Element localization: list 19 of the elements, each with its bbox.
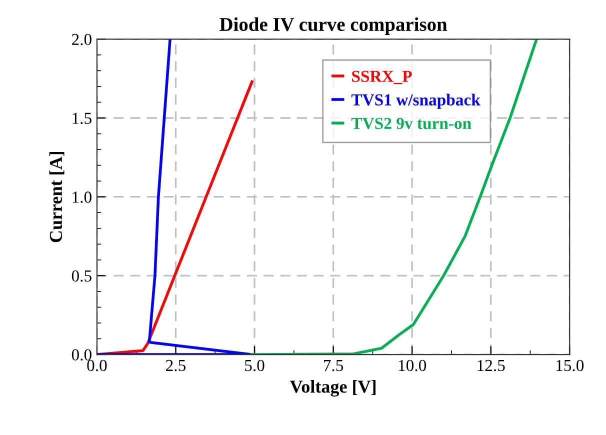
- x-tick-label: 15.0: [556, 360, 584, 372]
- y-tick-label: 0.5: [72, 270, 92, 282]
- y-tick-label: 2.0: [72, 34, 92, 46]
- legend-label: SSRX_P: [352, 70, 412, 84]
- x-tick-label: 10.0: [398, 360, 426, 372]
- chart-title: Diode IV curve comparison: [220, 17, 448, 35]
- legend-label: TVS1 w/snapback: [351, 94, 480, 109]
- x-tick-label: 0.0: [87, 360, 107, 372]
- x-tick-label: 2.5: [166, 360, 186, 372]
- y-tick-label: 1.5: [72, 112, 92, 124]
- x-tick-label: 5.0: [245, 360, 264, 372]
- x-tick-label: 7.5: [324, 360, 344, 372]
- line-series: [250, 39, 538, 355]
- x-tick-label: 12.5: [478, 360, 505, 372]
- y-tick-label: 1.0: [72, 192, 92, 203]
- y-axis-title: Current [A]: [49, 152, 64, 242]
- x-axis-title: Voltage [V]: [290, 380, 376, 397]
- y-tick-label: 0.0: [72, 349, 92, 361]
- legend-label: TVS2 9v turn-on: [351, 118, 472, 130]
